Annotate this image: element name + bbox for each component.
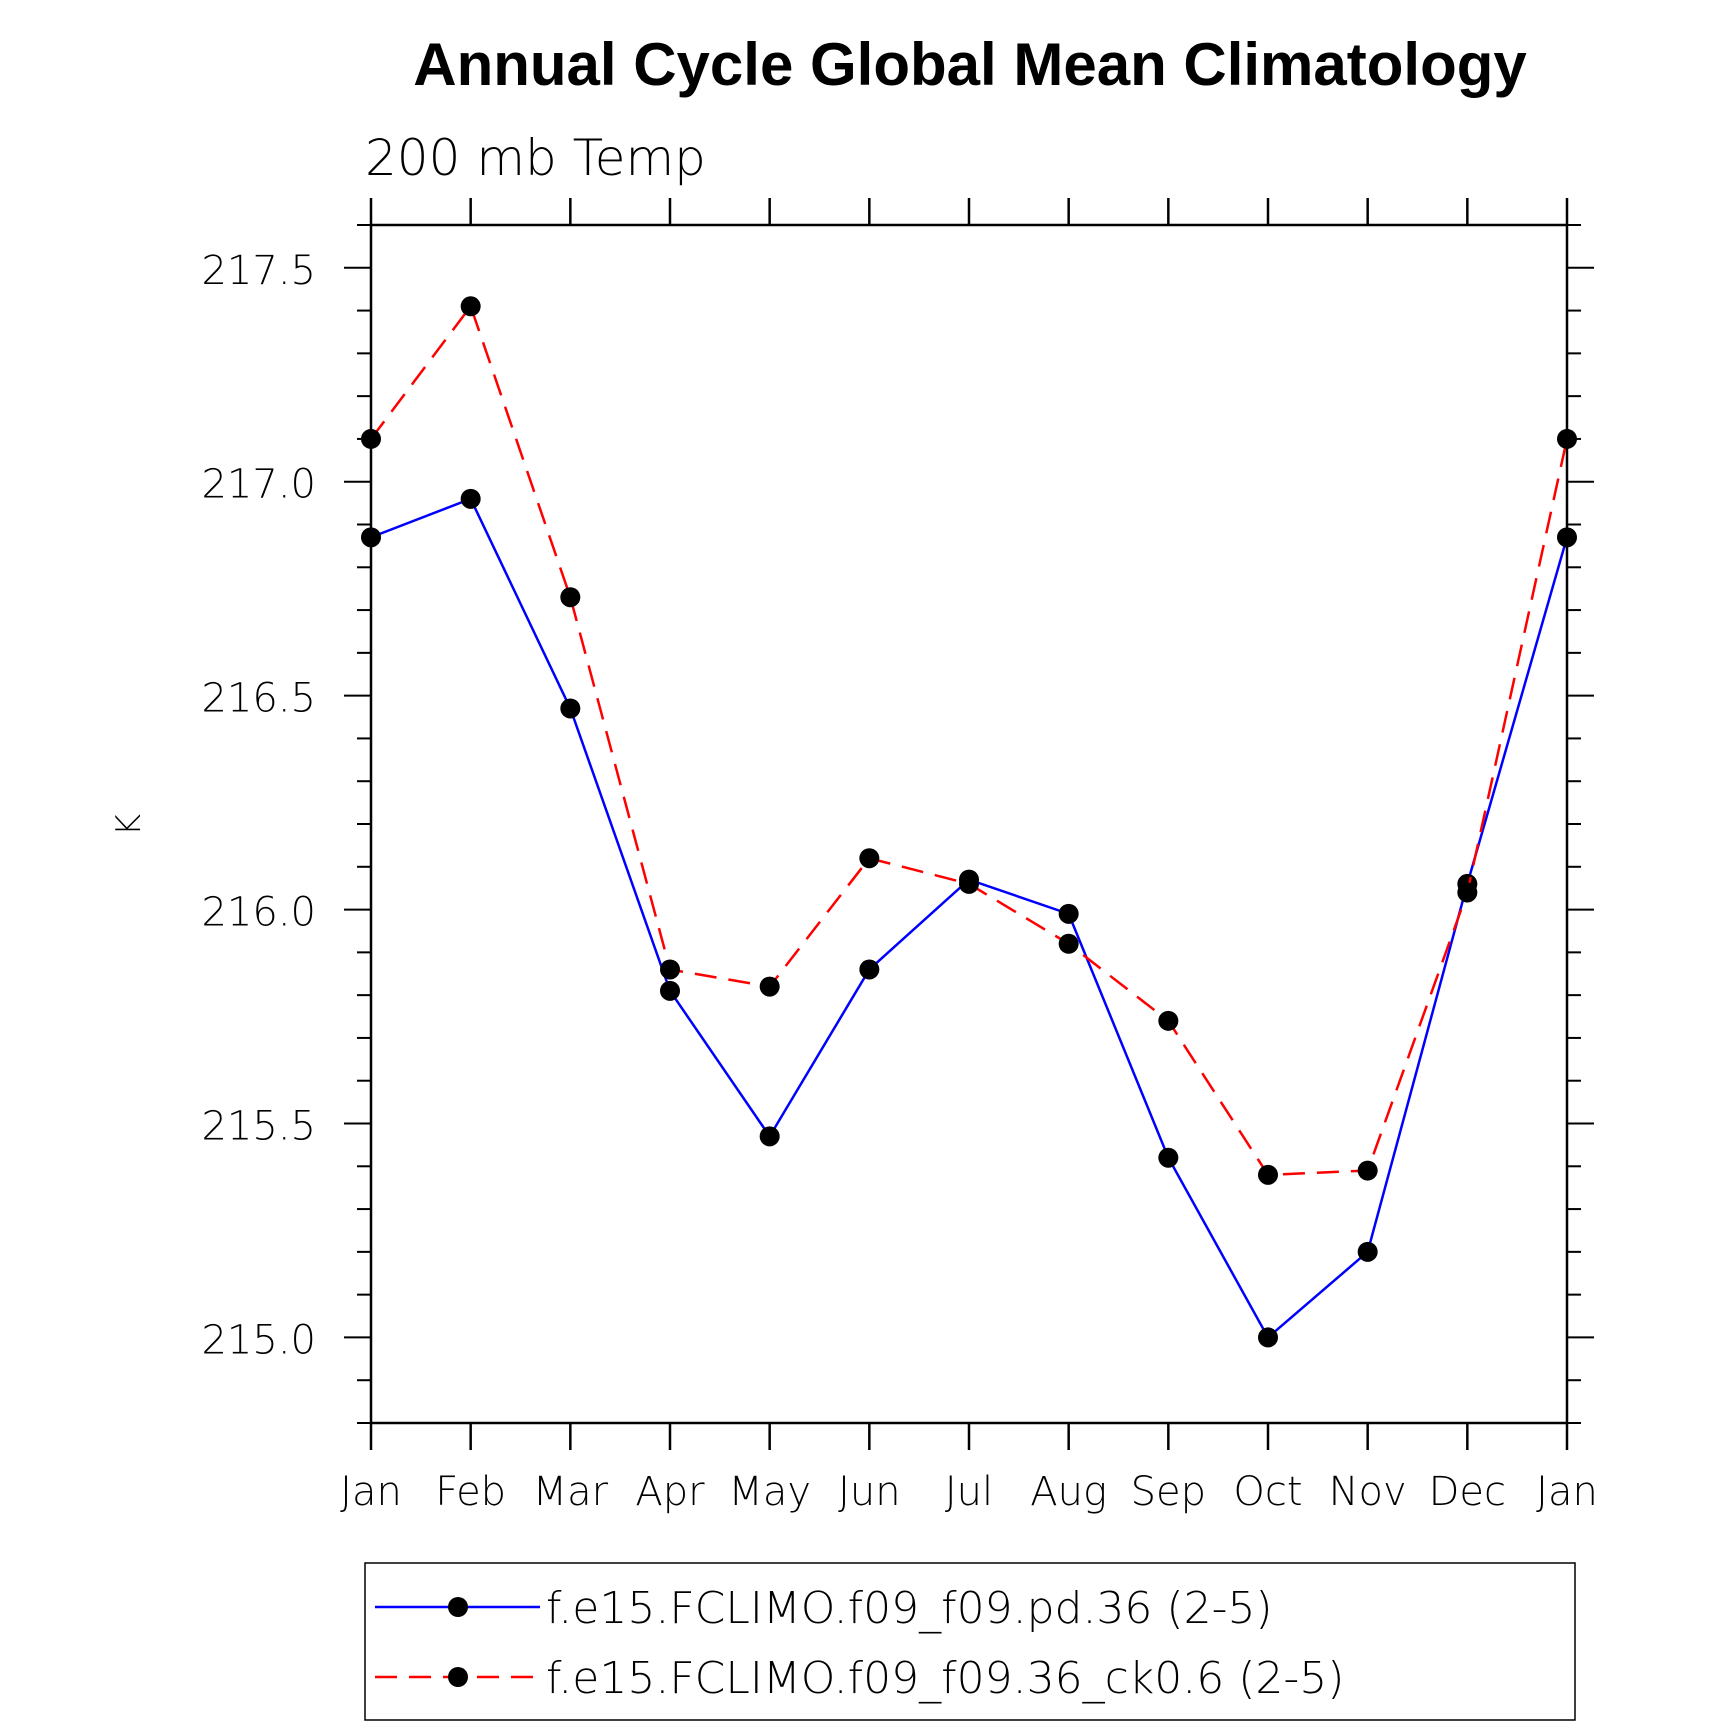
data-point [759, 976, 780, 997]
series-2 [361, 296, 1577, 1185]
y-tick-label: 217.5 [201, 248, 316, 294]
data-point [1258, 1164, 1278, 1185]
y-tick-label: 215.0 [201, 1317, 316, 1363]
chart-title: Annual Cycle Global Mean Climatology [413, 31, 1527, 98]
data-point [560, 698, 581, 719]
data-point [460, 296, 481, 317]
data-point [1357, 1241, 1378, 1262]
data-point [460, 488, 481, 509]
data-point [560, 587, 581, 608]
data-point [1557, 428, 1577, 449]
x-tick-label: Jan [1536, 1469, 1598, 1515]
y-tick-label: 216.0 [201, 890, 316, 936]
series-layer [361, 296, 1577, 1348]
data-point [361, 527, 381, 548]
legend: f.e15.FCLIMO.f09_f09.pd.36 (2-5) f.e15.FC… [364, 1562, 1576, 1721]
data-point [959, 873, 979, 894]
legend-marker-1 [448, 1597, 468, 1617]
data-point [660, 959, 680, 980]
series-1 [361, 488, 1577, 1348]
y-tick-label: 216.5 [201, 676, 316, 722]
legend-label-2: f.e15.FCLIMO.f09_f09.36_ck0.6 (2-5) [546, 1653, 1344, 1704]
x-tick-label: Aug [1030, 1469, 1107, 1515]
x-tick-label: Sep [1131, 1469, 1206, 1515]
data-point [361, 428, 381, 449]
data-point [1158, 1010, 1179, 1031]
x-tick-label: Jan [340, 1469, 402, 1515]
plot-frame [369, 223, 1569, 1425]
y-tick-label: 215.5 [201, 1104, 316, 1150]
y-axis-label: K [109, 814, 149, 836]
x-tick-label: Dec [1429, 1469, 1506, 1515]
x-tick-label: Jun [838, 1469, 901, 1515]
data-point [1357, 1160, 1378, 1181]
x-tick-label: Apr [635, 1469, 705, 1515]
data-point [1457, 882, 1478, 903]
chart-subtitle: 200 mb Temp [365, 129, 706, 187]
legend-box [364, 1562, 1576, 1721]
data-point [1058, 933, 1079, 954]
legend-marker-2 [448, 1667, 468, 1687]
x-tick-label: Mar [533, 1469, 609, 1515]
data-point [859, 848, 880, 869]
legend-label-1: f.e15.FCLIMO.f09_f09.pd.36 (2-5) [546, 1583, 1273, 1634]
data-point [759, 1126, 780, 1147]
x-tick-label: Jul [945, 1469, 993, 1515]
axes: Jan Feb Mar Apr May Jun Jul Aug Sep Oct Nov Dec Jan 2… [201, 198, 1598, 1515]
x-tick-label: May [728, 1469, 811, 1515]
series-line [370, 497, 1569, 1340]
series-line [370, 303, 1569, 1177]
data-point [859, 959, 880, 980]
data-point [1557, 527, 1577, 548]
data-point [1058, 903, 1079, 924]
x-tick-label: Feb [435, 1469, 506, 1515]
data-point [1158, 1147, 1179, 1168]
y-tick-label: 217.0 [201, 462, 316, 508]
data-point [660, 980, 680, 1001]
x-tick-label: Oct [1233, 1469, 1302, 1515]
x-tick-label: Nov [1329, 1469, 1407, 1515]
data-point [1258, 1327, 1278, 1348]
